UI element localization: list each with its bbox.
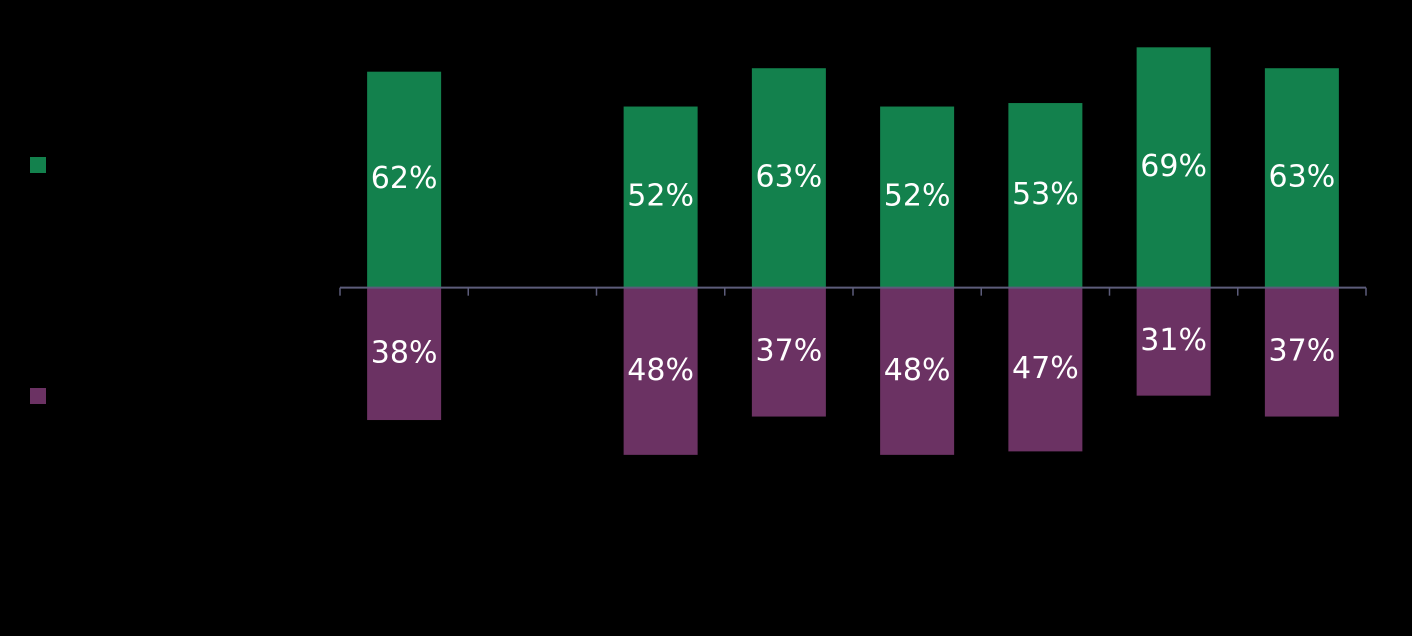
value-label: 31% <box>1140 323 1207 358</box>
bar <box>1136 47 1211 288</box>
value-label: 47% <box>1012 351 1079 386</box>
bar <box>367 71 442 288</box>
value-label: 63% <box>756 159 823 194</box>
value-label: 37% <box>1269 334 1336 369</box>
bar <box>1136 287 1211 396</box>
bar <box>1264 68 1339 288</box>
value-label: 69% <box>1140 149 1207 184</box>
value-label: 52% <box>627 179 694 214</box>
value-label: 53% <box>1012 177 1079 212</box>
legend-swatch <box>30 388 46 404</box>
value-label: 48% <box>884 353 951 388</box>
bar <box>1008 103 1083 288</box>
value-label: 63% <box>1269 159 1336 194</box>
value-label: 48% <box>627 353 694 388</box>
value-label: 62% <box>371 161 438 196</box>
bar <box>880 287 955 455</box>
bar <box>367 287 442 421</box>
bar <box>623 287 698 455</box>
value-label: 38% <box>371 335 438 370</box>
value-label: 52% <box>884 179 951 214</box>
bar <box>1008 287 1083 452</box>
bar <box>751 68 826 288</box>
bar <box>880 106 955 288</box>
legend-swatch <box>30 157 46 173</box>
value-label: 37% <box>756 334 823 369</box>
bar <box>751 287 826 417</box>
bar <box>623 106 698 288</box>
bar <box>1264 287 1339 417</box>
